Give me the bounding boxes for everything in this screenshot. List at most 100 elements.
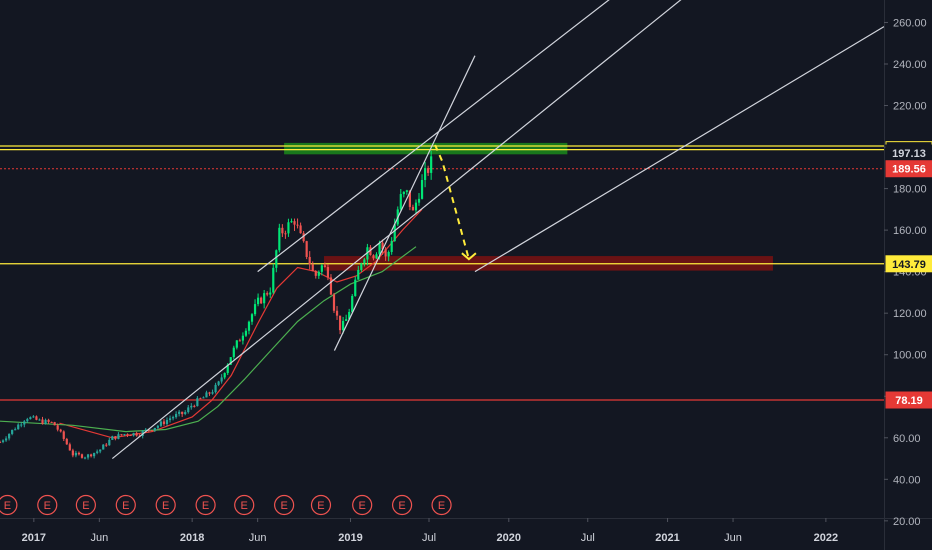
candle [217,380,220,387]
horizontal-lines-layer [0,145,884,401]
candle [211,389,214,395]
candle-body [372,255,375,259]
earnings-label: E [202,500,209,512]
candle [59,428,62,433]
candle [408,190,412,211]
price-badge-label: 78.19 [895,395,923,407]
candle-body [32,416,35,418]
candle-body [68,444,71,451]
candle [360,262,363,272]
earnings-marker: E [431,494,452,516]
candle [74,450,78,458]
candle-body [120,434,123,436]
candle [345,314,348,322]
candle-body [175,413,178,418]
candle [38,418,41,421]
candle-body [162,421,166,424]
candle-body [80,454,84,458]
candle-body [384,249,387,257]
candle [190,403,193,410]
candle-body [202,397,205,399]
candle-body [305,241,308,257]
candle [93,452,96,459]
candle [178,409,181,417]
candle [326,264,330,281]
candle [56,423,59,432]
candle-body [4,438,8,441]
earnings-circle [75,494,96,516]
candle-body [375,254,378,259]
price-badge-box [885,255,932,273]
candle-body [74,452,78,456]
earnings-marker: E [75,494,96,516]
candle [372,254,375,261]
x-tick-label: 2021 [655,532,679,544]
candle-body [217,381,220,385]
earnings-label: E [317,500,324,512]
candle-body [241,335,245,341]
earnings-label: E [122,500,129,512]
candle [111,435,114,441]
candle [129,434,132,437]
candle-body [96,451,99,453]
candle-body [323,265,326,268]
candle [105,442,108,447]
candle [244,328,248,338]
candle [281,224,284,238]
candle [4,436,8,442]
candle [1,439,5,444]
candle [302,231,305,243]
candle [317,270,320,279]
candle [417,193,421,206]
candle-body [132,432,135,436]
candle-body [338,315,342,331]
candle-body [0,441,2,443]
candle [187,405,190,414]
candle [77,451,81,456]
price-badge-box [885,160,932,178]
candle [156,424,159,430]
candle [402,191,405,198]
trend-line-3 [333,55,476,351]
candle [162,418,166,426]
candle-body [117,434,120,439]
candle-body [171,417,175,419]
candle [32,415,35,418]
moving-averages-layer [0,208,423,439]
candle [96,449,99,455]
candle [150,430,153,432]
candle [263,290,266,309]
x-tick-label: Jun [90,532,108,544]
candle [50,421,53,423]
candle-body [1,440,5,442]
candle-body [390,241,393,252]
candle-body [123,434,126,436]
candle-body [405,190,408,192]
candle [335,306,339,320]
earnings-label: E [280,500,287,512]
candle [269,287,272,298]
y-tick-label: 260.00 [893,17,927,29]
candle [117,432,120,440]
candle [99,449,102,454]
moving-average-0 [59,208,423,439]
y-tick-label: 180.00 [893,184,927,196]
candle-body [369,247,372,256]
candle-body [302,233,305,242]
candle [53,421,56,426]
candle-body [8,433,11,439]
candle-body [275,250,278,268]
candle-body [14,429,17,431]
earnings-label: E [82,500,89,512]
candle [89,453,93,458]
trend-line-2 [474,26,885,273]
candle [430,150,433,180]
candle-body [308,256,311,265]
candle-body [53,422,56,426]
candle [287,218,290,237]
candle-body [272,267,275,293]
candle [351,294,354,314]
candle-body [153,427,156,431]
